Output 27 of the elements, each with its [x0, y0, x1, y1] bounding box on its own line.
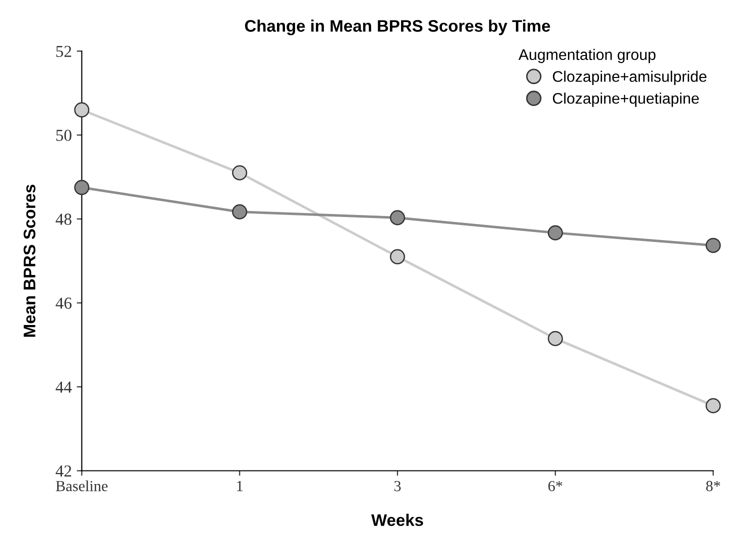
y-tick-label: 48 [56, 214, 72, 225]
point [706, 238, 721, 253]
point [706, 398, 721, 414]
point [74, 102, 90, 118]
point [548, 225, 563, 240]
point [390, 249, 406, 264]
x-tick-label: Baseline [56, 480, 108, 492]
legend-label: Clozapine+quetiapine [552, 92, 699, 107]
x-axis-title: Weeks [371, 514, 424, 526]
y-tick-label: 52 [56, 46, 72, 58]
point [74, 180, 90, 196]
x-tick-label: 8* [706, 480, 720, 492]
y-tick-label: 50 [56, 130, 72, 141]
y-axis-title: Mean BPRS Scores [24, 184, 36, 337]
point [548, 330, 563, 346]
y-tick-label: 44 [56, 382, 72, 393]
legend-title: Augmentation group [518, 48, 656, 64]
point [232, 165, 248, 180]
x-tick-label: 6* [548, 480, 562, 492]
point [390, 210, 406, 226]
point [232, 204, 248, 220]
legend-label: Clozapine+amisulpride [552, 70, 706, 85]
y-tick-label: 46 [56, 298, 72, 309]
x-tick-label: 1 [237, 480, 243, 492]
x-tick-label: 3 [394, 480, 401, 492]
chart-title: Change in Mean BPRS Scores by Time [245, 20, 550, 36]
y-tick-label: 42 [56, 465, 72, 477]
